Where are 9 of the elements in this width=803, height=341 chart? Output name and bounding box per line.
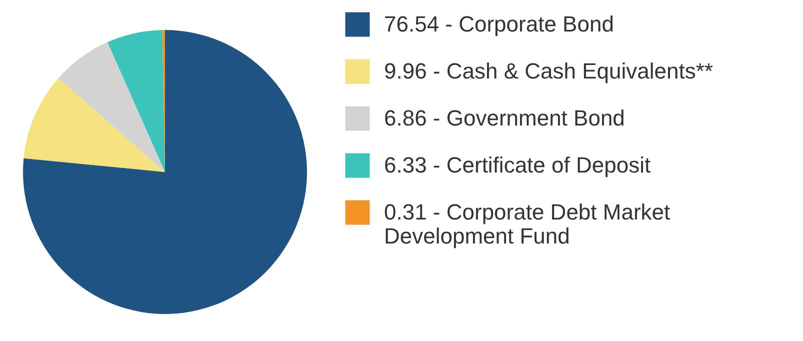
legend-label: 0.31 - Corporate Debt Market Development Fund [384, 200, 670, 248]
pie-slice [24, 78, 165, 172]
pie-slice [107, 30, 165, 172]
pie-slice [23, 30, 307, 314]
legend-label: 6.86 - Government Bond [384, 106, 625, 130]
legend-label: 76.54 - Corporate Bond [384, 12, 614, 36]
legend-label: 9.96 - Cash & Cash Equivalents** [384, 58, 714, 84]
legend-label: 6.33 - Certificate of Deposit [384, 152, 651, 178]
pie-slice [58, 42, 165, 172]
